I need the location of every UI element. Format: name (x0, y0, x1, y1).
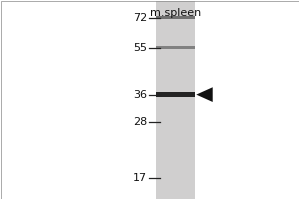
Text: 55: 55 (133, 43, 147, 53)
Text: m.spleen: m.spleen (150, 8, 201, 18)
FancyBboxPatch shape (156, 1, 195, 199)
Text: 17: 17 (133, 173, 147, 183)
FancyBboxPatch shape (156, 92, 195, 97)
Text: 28: 28 (133, 117, 147, 127)
FancyBboxPatch shape (156, 16, 195, 19)
Text: 72: 72 (133, 13, 147, 23)
Text: 36: 36 (133, 90, 147, 100)
Polygon shape (196, 87, 213, 102)
FancyBboxPatch shape (156, 46, 195, 49)
